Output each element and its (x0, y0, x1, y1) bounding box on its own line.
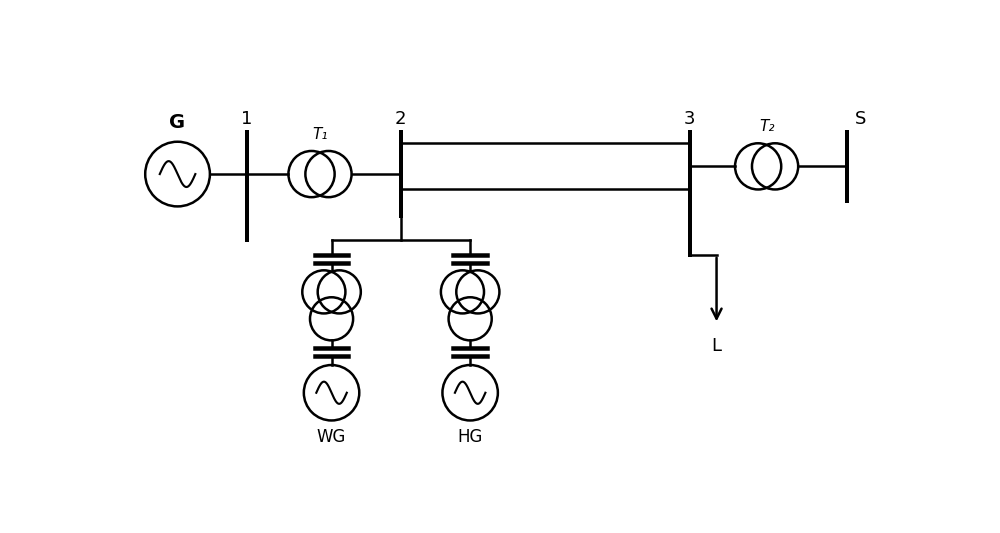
Text: WG: WG (317, 428, 346, 446)
Text: 2: 2 (395, 110, 407, 128)
Text: T₂: T₂ (759, 119, 774, 134)
Text: S: S (855, 110, 867, 128)
Text: 3: 3 (684, 110, 695, 128)
Text: G: G (169, 114, 186, 133)
Text: T₁: T₁ (312, 127, 328, 142)
Text: HG: HG (457, 428, 483, 446)
Text: L: L (712, 337, 722, 356)
Text: 1: 1 (241, 110, 253, 128)
